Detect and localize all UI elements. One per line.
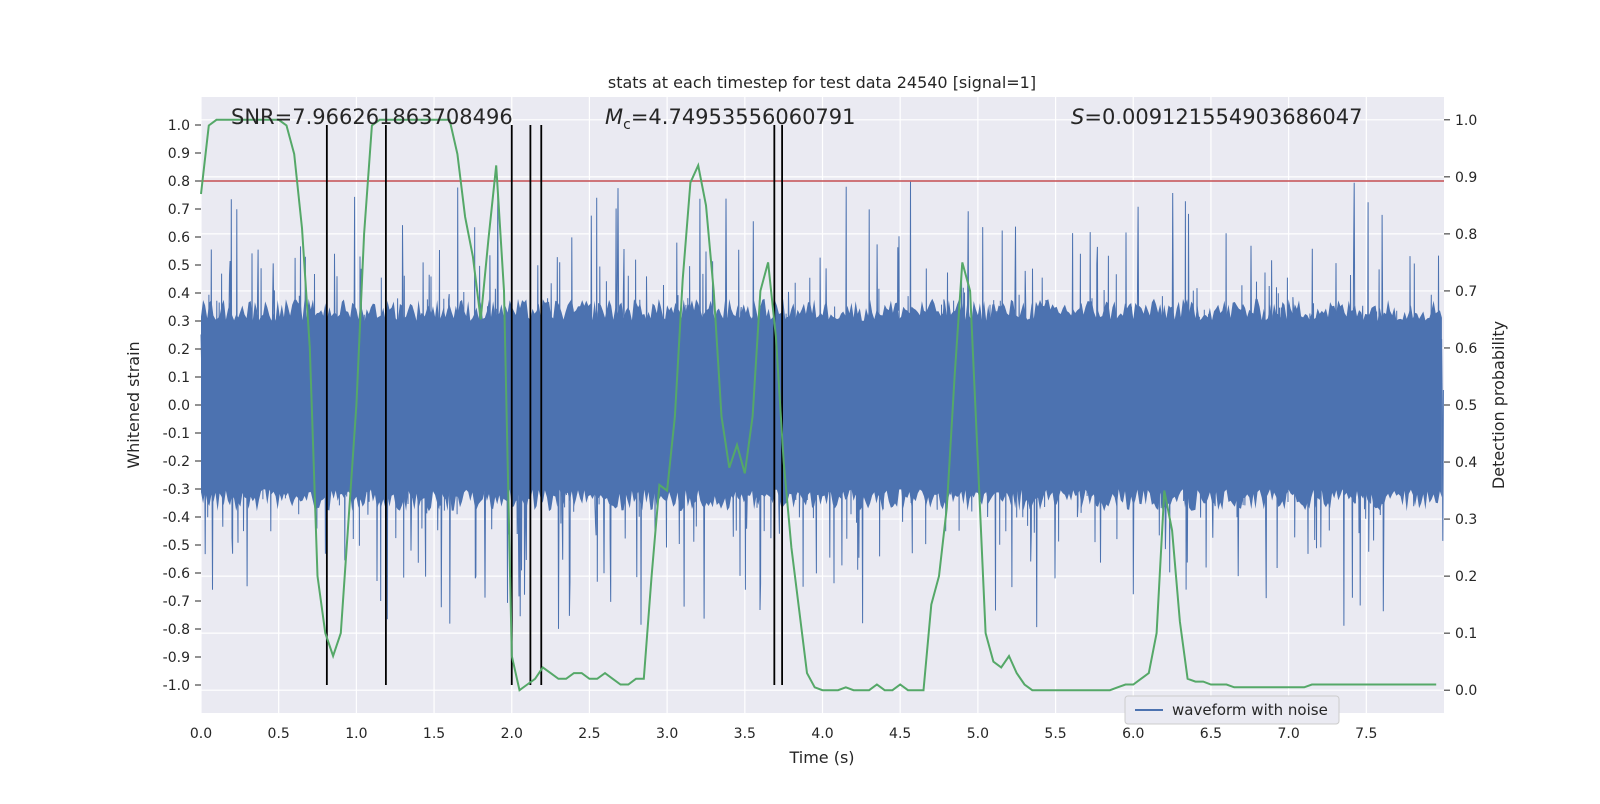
x-tick-label: 5.5 (1044, 726, 1066, 742)
y-tick-label: 0.0 (168, 398, 190, 414)
y-tick-label: -1.0 (163, 678, 190, 694)
y-tick-label: -0.9 (163, 650, 190, 666)
probability-line (200, 118, 1437, 692)
y2-tick-label: 0.8 (1455, 227, 1477, 243)
y-tick-label: -0.1 (163, 426, 190, 442)
detection-probability-series (200, 118, 1437, 692)
y-tick-label: 0.9 (168, 146, 190, 162)
x-axis-label: Time (s) (788, 748, 854, 767)
y2-axis-label: Detection probability (1489, 321, 1508, 489)
x-axis-ticks: 0.0 0.5 1.0 1.5 2.0 2.5 3.0 3.5 4.0 4.5 5.0 5.5 6.0 6… (190, 726, 1378, 742)
x-tick-label: 3.5 (734, 726, 756, 742)
x-tick-label: 6.5 (1200, 726, 1222, 742)
y-tick-label: 0.3 (168, 314, 190, 330)
x-tick-label: 4.5 (889, 726, 911, 742)
chirp-mass-value: =4.74953556060791 (631, 105, 856, 129)
x-tick-label: 2.5 (578, 726, 600, 742)
y-tick-label: 0.2 (168, 342, 190, 358)
y-tick-label: 0.7 (168, 202, 190, 218)
y2-tick-label: 0.4 (1455, 455, 1477, 471)
legend-box (1124, 695, 1340, 725)
x-tick-label: 4.0 (811, 726, 833, 742)
y-tick-label: -0.8 (163, 622, 190, 638)
legend-label: waveform with noise (1172, 701, 1328, 719)
s-symbol: S (1071, 105, 1084, 129)
y-tick-label: -0.7 (163, 594, 190, 610)
legend: waveform with noise (1124, 695, 1340, 725)
chirp-mass-annotation: Mc=4.74953556060791 (605, 105, 856, 133)
x-tick-label: 1.5 (423, 726, 445, 742)
s-annotation: S=0.009121554903686047 (1071, 105, 1362, 129)
y2-tick-label: 0.9 (1455, 170, 1477, 186)
x-tick-label: 0.5 (268, 726, 290, 742)
y2-tick-label: 0.1 (1455, 626, 1477, 642)
y-tick-label: -0.2 (163, 454, 190, 470)
x-tick-label: 5.0 (967, 726, 989, 742)
y-axis-label: Whitened strain (124, 341, 143, 468)
y-tick-label: 1.0 (168, 118, 190, 134)
y2-tick-label: 0.7 (1455, 284, 1477, 300)
y2-tick-label: 0.5 (1455, 398, 1477, 414)
y2-tick-label: 1.0 (1455, 113, 1477, 129)
y-tick-label: 0.4 (168, 286, 190, 302)
x-tick-label: 7.0 (1277, 726, 1299, 742)
y-tick-label: -0.6 (163, 566, 190, 582)
x-tick-label: 1.0 (345, 726, 367, 742)
waveform-noise-core (201, 298, 1442, 512)
chirp-mass-subscript: c (623, 117, 631, 133)
y-tick-label: -0.3 (163, 482, 190, 498)
y2-axis-ticks: 1.0 0.9 0.8 0.7 0.6 0.5 0.4 0.3 0.2 0.1 0.0 (1444, 113, 1477, 699)
y-axis-ticks: 1.0 0.9 0.8 0.7 0.6 0.5 0.4 0.3 0.2 0.1 0.0 -0.1 -0.… (163, 118, 201, 694)
y2-tick-label: 0.6 (1455, 341, 1477, 357)
x-tick-label: 2.0 (501, 726, 523, 742)
x-tick-label: 0.0 (190, 726, 212, 742)
y-tick-label: 0.8 (168, 174, 190, 190)
snr-annotation: SNR=7.966261863708496 (231, 105, 513, 129)
x-tick-label: 6.0 (1122, 726, 1144, 742)
y2-tick-label: 0.3 (1455, 512, 1477, 528)
chart-title: stats at each timestep for test data 245… (608, 73, 1036, 92)
s-value: =0.009121554903686047 (1084, 105, 1362, 129)
y2-tick-label: 0.2 (1455, 569, 1477, 585)
x-tick-label: 7.5 (1355, 726, 1377, 742)
y-tick-label: 0.1 (168, 370, 190, 386)
y2-tick-label: 0.0 (1455, 683, 1477, 699)
x-tick-label: 3.0 (656, 726, 678, 742)
y-tick-label: 0.6 (168, 230, 190, 246)
chirp-mass-symbol: M (605, 105, 623, 129)
y-tick-label: 0.5 (168, 258, 190, 274)
vertical-markers (325, 125, 784, 685)
y-tick-label: -0.4 (163, 510, 190, 526)
y-tick-label: -0.5 (163, 538, 190, 554)
